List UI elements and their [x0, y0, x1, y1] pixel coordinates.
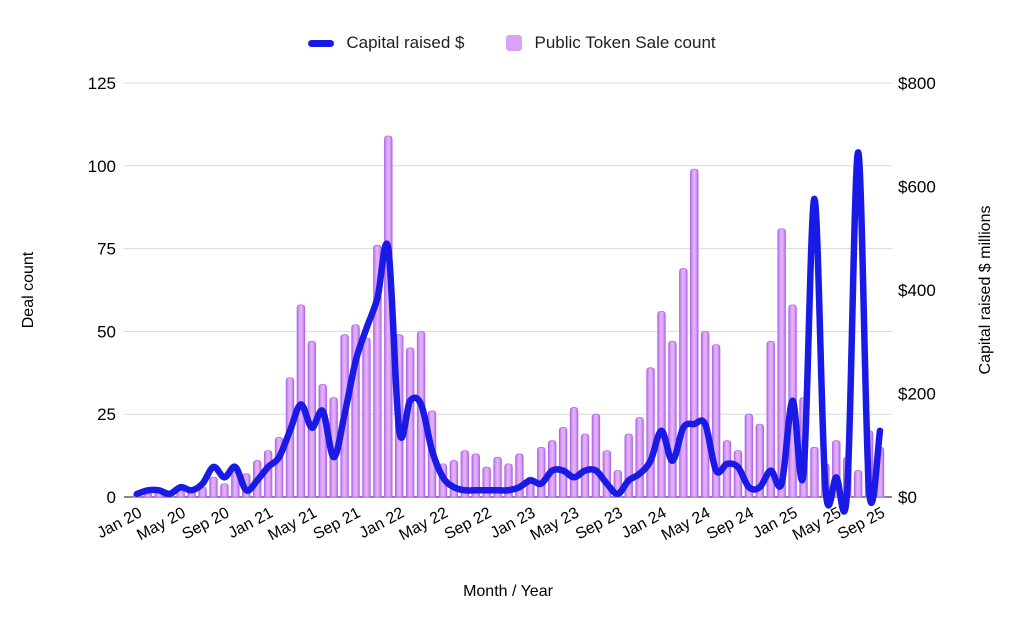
capital-raised-line — [133, 149, 884, 515]
x-tick-label: Sep 21 — [311, 504, 364, 543]
left-axis-tick-labels: 0 25 50 75 100 125 — [88, 74, 116, 507]
legend-token-sale-label: Public Token Sale count — [534, 33, 716, 52]
bar-Jun-23 — [580, 433, 590, 498]
left-tick-label: 125 — [88, 74, 116, 93]
x-tick-label: May 25 — [790, 504, 844, 544]
bar-Dec-24 — [777, 228, 786, 498]
right-tick-label: $800 — [898, 74, 936, 93]
bar-Apr-24 — [690, 168, 699, 498]
legend-item-capital-raised: Capital raised $ — [308, 33, 464, 53]
x-tick-label: Sep 20 — [180, 504, 233, 543]
x-tick-label: May 21 — [265, 504, 319, 544]
bar-Jul-23 — [591, 413, 601, 498]
left-axis-title: Deal count — [20, 251, 37, 328]
bar-Feb-23 — [537, 446, 546, 498]
right-tick-label: $600 — [898, 178, 936, 197]
x-tick-label: Sep 22 — [442, 504, 495, 543]
bar-Jan-24 — [657, 311, 666, 498]
right-tick-label: $400 — [898, 281, 936, 300]
token-sale-swatch-icon — [506, 35, 523, 51]
legend: Capital raised $ Public Token Sale count — [0, 30, 1024, 56]
bar-May-24 — [700, 331, 710, 498]
right-axis-title: Capital raised $ millions — [977, 206, 994, 375]
bar-Mar-25 — [810, 446, 819, 498]
x-axis-title: Month / Year — [463, 583, 554, 600]
bar-Apr-23 — [558, 427, 568, 498]
bar-Jun-21 — [318, 383, 327, 498]
bar-Aug-20 — [209, 476, 218, 498]
bar-Jul-25 — [853, 470, 863, 498]
bar-Jul-24 — [722, 440, 732, 498]
bar-May-23 — [569, 407, 579, 498]
bar-Jul-21 — [329, 397, 338, 498]
legend-capital-raised-label: Capital raised $ — [346, 33, 465, 52]
bar-Oct-21 — [362, 337, 371, 498]
x-tick-label: May 24 — [659, 504, 713, 544]
left-tick-label: 100 — [88, 157, 116, 176]
bar-Mar-24 — [679, 268, 688, 498]
left-tick-label: 25 — [97, 405, 116, 424]
legend-item-token-sale-count: Public Token Sale count — [506, 33, 716, 53]
bar-Jul-22 — [460, 450, 469, 498]
left-tick-label: 0 — [107, 488, 116, 507]
x-tick-label: May 20 — [134, 504, 188, 544]
capital-raised-line-swatch-icon — [308, 39, 335, 47]
left-tick-label: 75 — [97, 240, 116, 259]
x-tick-label: Sep 23 — [573, 504, 626, 543]
left-tick-label: 50 — [97, 322, 116, 341]
right-tick-label: $200 — [898, 385, 936, 404]
x-tick-label: May 22 — [397, 504, 451, 544]
bar-Dec-23 — [646, 367, 655, 498]
bar-May-21 — [307, 340, 317, 498]
x-tick-label: Sep 24 — [704, 504, 757, 543]
token-sale-bars — [132, 135, 885, 498]
bar-Aug-22 — [471, 453, 480, 498]
right-tick-label: $0 — [898, 488, 917, 507]
x-tick-label: May 23 — [528, 504, 582, 544]
bar-Dec-21 — [384, 135, 393, 498]
bar-Feb-22 — [405, 347, 415, 498]
bar-Nov-24 — [766, 340, 775, 498]
right-axis-tick-labels: $0 $200 $400 $600 $800 — [898, 74, 936, 507]
bar-Sep-20 — [220, 483, 229, 498]
bar-Apr-21 — [296, 304, 306, 498]
bar-Nov-23 — [635, 417, 644, 498]
gridlines — [124, 82, 892, 498]
bar-Sep-24 — [744, 413, 754, 498]
bar-Feb-24 — [668, 340, 677, 498]
